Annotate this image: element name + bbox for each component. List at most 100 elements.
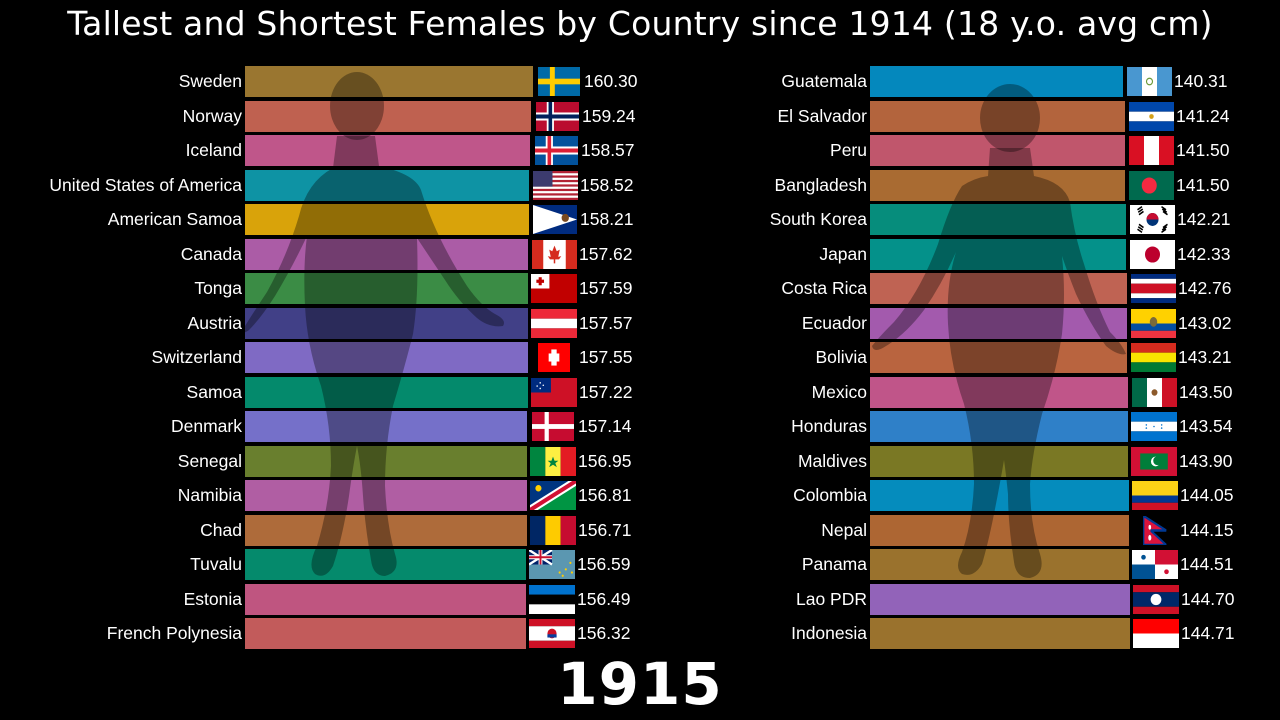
flag-japan-icon xyxy=(1130,239,1175,269)
country-label: Samoa xyxy=(186,381,242,402)
height-value: 157.22 xyxy=(579,381,633,402)
flag-chad-icon xyxy=(530,515,576,545)
flag-switzerland-icon xyxy=(538,343,570,372)
bar-row: Maldives 143.90 xyxy=(0,445,1280,477)
bar-row: Tuvalu 156.59 xyxy=(0,549,1280,580)
country-label: Colombia xyxy=(793,485,867,505)
height-value: 157.59 xyxy=(579,278,633,298)
flag-colombia-icon xyxy=(1132,481,1178,510)
country-label: Ecuador xyxy=(801,312,867,333)
height-bar xyxy=(870,583,1130,615)
height-value: 144.70 xyxy=(1181,588,1235,609)
flag-namibia-icon xyxy=(530,481,576,510)
flag-ecuador-icon xyxy=(1131,308,1176,338)
height-bar xyxy=(245,66,533,97)
country-label: Maldives xyxy=(797,450,867,471)
flag-lao-icon xyxy=(1133,584,1179,614)
country-label: Lao PDR xyxy=(795,588,867,609)
bar-row: Mexico 143.50 xyxy=(0,376,1280,408)
height-bar xyxy=(245,135,530,166)
height-value: 142.33 xyxy=(1177,243,1231,264)
country-label: Bangladesh xyxy=(774,174,867,195)
flag-bangladesh-icon xyxy=(1129,170,1174,200)
country-label: Canada xyxy=(180,243,242,264)
country-label: Sweden xyxy=(178,71,242,91)
height-bar xyxy=(870,204,1126,235)
flag-austria-icon xyxy=(531,308,577,338)
height-bar xyxy=(870,100,1125,132)
bar-row: Denmark 157.14 xyxy=(0,411,1280,442)
height-bar xyxy=(870,549,1129,580)
height-bar xyxy=(870,514,1129,546)
bar-row: Switzerland 157.55 xyxy=(0,342,1280,373)
height-value: 156.32 xyxy=(577,623,631,643)
height-value: 160.30 xyxy=(584,71,638,91)
bar-row: Guatemala 140.31 xyxy=(0,66,1280,97)
height-value: 157.62 xyxy=(579,243,633,264)
bar-row: Sweden 160.30 xyxy=(0,66,1280,97)
country-label: South Korea xyxy=(769,209,867,229)
bar-row: Senegal 156.95 xyxy=(0,445,1280,477)
height-value: 143.21 xyxy=(1178,347,1232,367)
height-bar xyxy=(870,411,1128,442)
bar-row: Norway 159.24 xyxy=(0,100,1280,132)
height-bar xyxy=(245,238,528,270)
bar-row: Honduras 143.54 xyxy=(0,411,1280,442)
height-value: 157.55 xyxy=(579,347,633,367)
country-label: Costa Rica xyxy=(781,278,867,298)
bar-row: Panama 144.51 xyxy=(0,549,1280,580)
flag-peru-icon xyxy=(1129,136,1174,165)
height-bar xyxy=(870,238,1126,270)
height-value: 141.24 xyxy=(1176,105,1230,126)
country-label: Mexico xyxy=(811,381,867,402)
country-label: Indonesia xyxy=(791,623,867,643)
height-bar xyxy=(870,273,1127,304)
bar-row: Indonesia 144.71 xyxy=(0,618,1280,649)
bar-row: Colombia 144.05 xyxy=(0,480,1280,511)
flag-costa-rica-icon xyxy=(1131,274,1176,303)
height-value: 156.71 xyxy=(578,519,632,540)
height-bar xyxy=(870,342,1127,373)
country-label: Austria xyxy=(187,312,242,333)
country-label: Iceland xyxy=(185,140,242,160)
flag-sweden-icon xyxy=(538,67,580,96)
height-value: 143.50 xyxy=(1179,381,1233,402)
country-label: Namibia xyxy=(177,485,242,505)
flag-canada-icon xyxy=(532,239,577,269)
flag-usa-icon xyxy=(533,170,578,200)
bar-row: American Samoa 158.21 xyxy=(0,204,1280,235)
country-label: Chad xyxy=(200,519,242,540)
height-value: 143.54 xyxy=(1179,416,1233,436)
bar-row: Chad 156.71 xyxy=(0,514,1280,546)
flag-french-polynesia-icon xyxy=(529,619,575,648)
flag-mexico-icon xyxy=(1132,377,1177,407)
country-label: Nepal xyxy=(821,519,867,540)
flag-tonga-icon xyxy=(531,274,577,303)
height-value: 140.31 xyxy=(1174,71,1228,91)
bar-row: United States of America 158.52 xyxy=(0,169,1280,201)
bar-row: Iceland 158.57 xyxy=(0,135,1280,166)
height-bar xyxy=(245,100,531,132)
height-value: 143.02 xyxy=(1178,312,1232,333)
height-bar xyxy=(245,204,529,235)
year-counter: 1915 xyxy=(557,650,723,718)
height-bar xyxy=(245,376,528,408)
height-value: 158.52 xyxy=(580,174,634,195)
height-value: 144.71 xyxy=(1181,623,1235,643)
height-bar xyxy=(870,376,1128,408)
country-label: Tonga xyxy=(194,278,242,298)
bar-row: Japan 142.33 xyxy=(0,238,1280,270)
bar-row: Tonga 157.59 xyxy=(0,273,1280,304)
height-value: 157.14 xyxy=(578,416,632,436)
bar-row: Lao PDR 144.70 xyxy=(0,583,1280,615)
country-label: Senegal xyxy=(177,450,242,471)
flag-bolivia-icon xyxy=(1131,343,1176,372)
flag-estonia-icon xyxy=(529,584,575,614)
height-bar xyxy=(870,307,1127,339)
country-label: Peru xyxy=(830,140,867,160)
height-value: 156.95 xyxy=(578,450,632,471)
country-label: Switzerland xyxy=(151,347,242,367)
height-bar xyxy=(870,169,1125,201)
height-bar xyxy=(245,273,528,304)
